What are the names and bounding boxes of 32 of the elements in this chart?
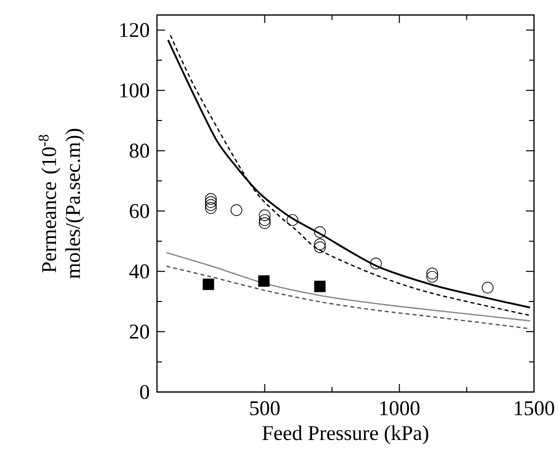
point (314, 280, 326, 292)
x-tick-label: 500 (250, 401, 280, 416)
point (205, 196, 217, 208)
y-tick-label: 80 (130, 144, 150, 158)
point (258, 209, 271, 222)
point (314, 226, 326, 238)
y-tick-label: 20 (130, 324, 150, 339)
point (370, 258, 382, 270)
y-tick-label: 40 (129, 264, 150, 278)
x-axis-title: Feed Pressure (kPa) (262, 425, 428, 444)
point (258, 217, 271, 229)
point (202, 278, 214, 290)
x-tick-label: 1000 (380, 401, 420, 416)
x-tick-label: 1500 (514, 401, 554, 416)
point (426, 270, 438, 283)
point (258, 214, 271, 226)
point (314, 238, 326, 250)
point (205, 199, 217, 211)
y-tick-label: 0 (140, 384, 150, 400)
point (205, 193, 217, 205)
line-series (166, 252, 531, 322)
y-tick-label: 60 (130, 204, 150, 218)
y-tick-label: 100 (120, 83, 150, 98)
point (314, 241, 326, 254)
y-axis-title: Permeance (10$^{-8}$ moles/(Pa.sec.m)) (38, 128, 84, 279)
point (205, 202, 217, 214)
point (286, 214, 298, 226)
y-tick-label: 120 (120, 23, 150, 38)
point (426, 268, 438, 280)
point (482, 282, 494, 294)
point (258, 275, 270, 287)
point (230, 204, 242, 216)
